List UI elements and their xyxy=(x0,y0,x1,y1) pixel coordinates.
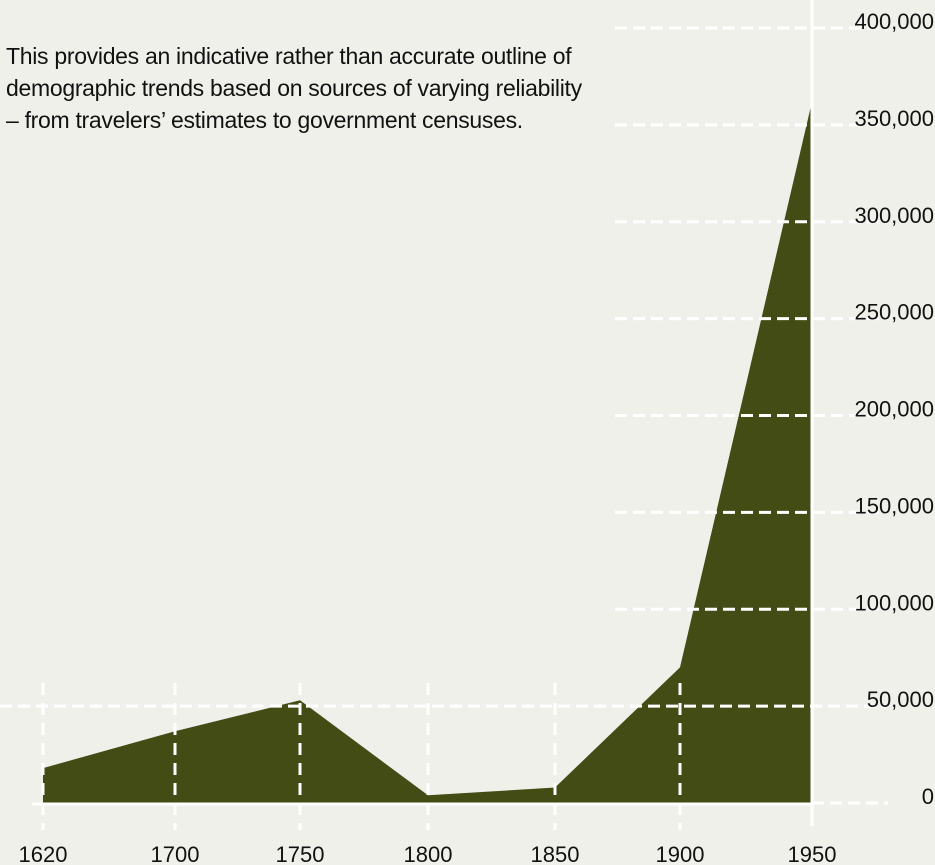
y-tick-label: 100,000 xyxy=(854,590,934,615)
x-tick-label: 1950 xyxy=(788,842,837,865)
axis-layer xyxy=(32,0,814,826)
population-area xyxy=(43,101,812,804)
x-tick-label: 1850 xyxy=(531,842,580,865)
x-tick-label: 1750 xyxy=(276,842,325,865)
y-tick-label: 400,000 xyxy=(854,9,934,34)
chart-annotation: This provides an indicative rather than … xyxy=(6,43,582,133)
y-tick-label: 50,000 xyxy=(867,687,934,712)
y-tick-label: 300,000 xyxy=(854,203,934,228)
x-tick-label: 1700 xyxy=(151,842,200,865)
y-tick-label: 350,000 xyxy=(854,106,934,131)
y-tick-label: 250,000 xyxy=(854,300,934,325)
y-tick-label: 150,000 xyxy=(854,493,934,518)
x-tick-label: 1620 xyxy=(19,842,68,865)
x-tick-label: 1900 xyxy=(656,842,705,865)
grid-layer xyxy=(0,26,888,830)
y-tick-label: 200,000 xyxy=(854,397,934,422)
y-tick-label: 0 xyxy=(922,784,934,809)
label-layer: 0 50,000 100,000 150,000 200,000 250,000 300,0… xyxy=(19,9,934,865)
area-layer xyxy=(43,101,812,804)
x-tick-label: 1800 xyxy=(404,842,453,865)
